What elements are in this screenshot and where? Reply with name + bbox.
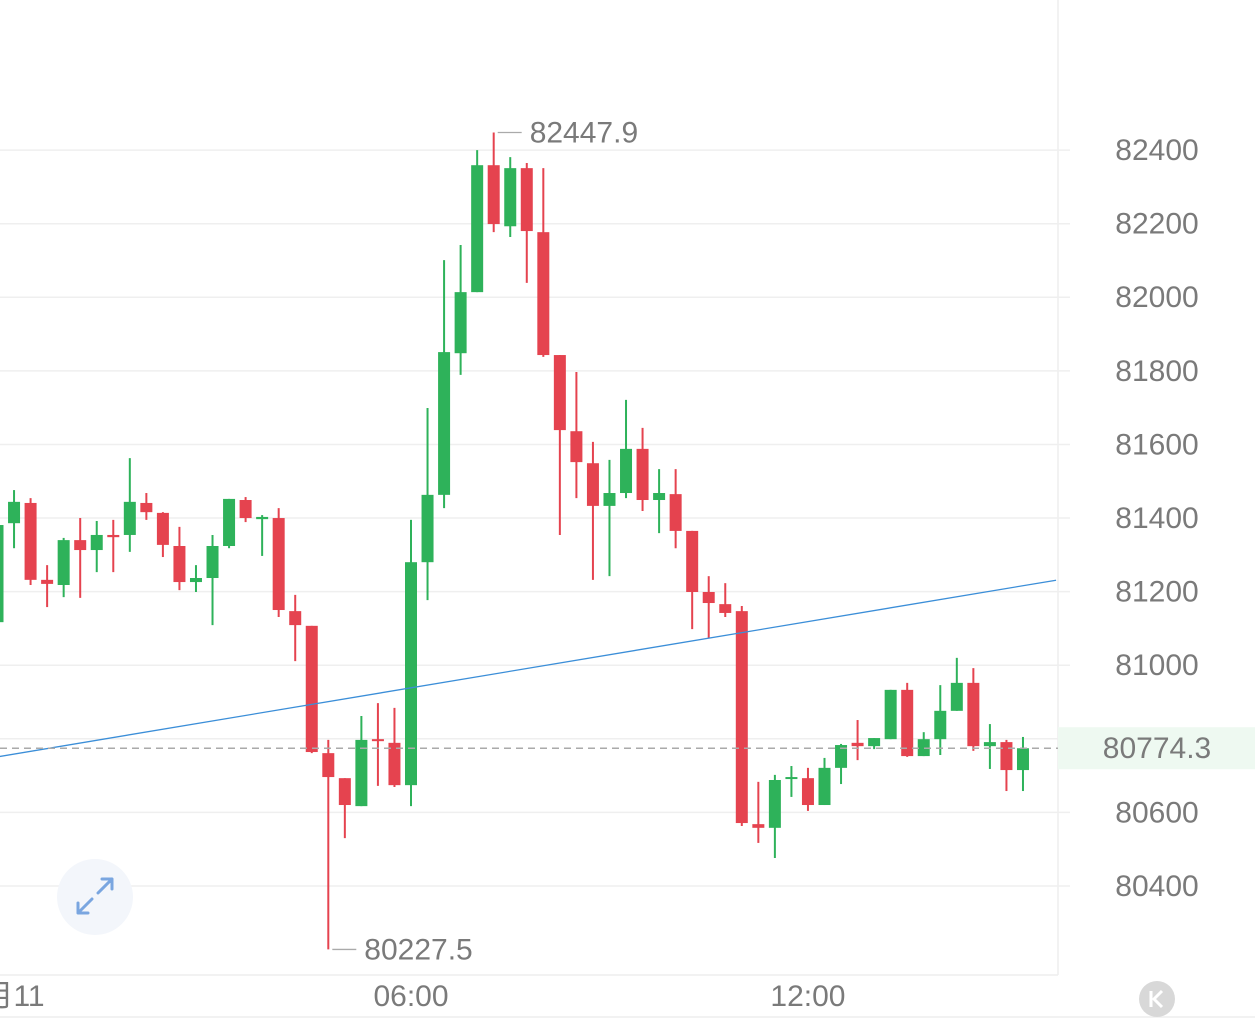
y-tick-label: 81200 [1115, 576, 1198, 609]
candle-body [835, 745, 848, 768]
y-tick-label: 82000 [1115, 281, 1198, 314]
last-price-tag [1058, 727, 1255, 770]
candle-body [719, 604, 732, 613]
x-tick-label: 月11 [0, 980, 45, 1013]
candle-body [24, 502, 37, 580]
candle-body [669, 494, 682, 531]
candle-body [487, 165, 500, 225]
candle-body [90, 534, 103, 551]
x-tick-label: 06:00 [373, 980, 448, 1013]
candle-body [983, 742, 996, 747]
candle-body [173, 546, 186, 583]
candle-body [454, 292, 467, 354]
candle-body [868, 738, 881, 747]
y-tick-label: 81800 [1115, 355, 1198, 388]
candle-body [520, 168, 533, 232]
candle-body [586, 463, 599, 506]
candle-body [388, 742, 401, 786]
candle-body [156, 512, 169, 545]
candle-body [768, 780, 781, 828]
candle-body [620, 448, 633, 494]
expand-button-bg[interactable] [57, 859, 133, 935]
candle-body [421, 494, 434, 563]
candle-body [901, 689, 914, 757]
candle-body [686, 530, 699, 592]
candle-body [272, 518, 285, 611]
candle-body [338, 778, 351, 806]
candle-body [553, 355, 566, 431]
last-price-label: 80774.3 [1103, 732, 1211, 765]
candle-body [785, 777, 798, 780]
scroll-latest-bg[interactable] [1139, 981, 1175, 1017]
y-tick-label: 80400 [1115, 870, 1198, 903]
candle-body [123, 501, 136, 535]
candle-body [884, 689, 897, 740]
expand-button[interactable] [57, 859, 133, 935]
y-tick-label: 82400 [1115, 134, 1198, 167]
candle-body [752, 824, 765, 828]
candle-body [735, 611, 748, 824]
candle-body [41, 579, 54, 584]
candle-body [570, 431, 583, 463]
y-tick-label: 81400 [1115, 502, 1198, 535]
candle-body [239, 500, 252, 519]
trend-line [0, 579, 1057, 758]
candle-body [322, 753, 335, 778]
y-tick-label: 81600 [1115, 428, 1198, 461]
candle-body [851, 742, 864, 747]
candle-body [1000, 742, 1013, 771]
candle-body [289, 611, 302, 626]
candle-body [107, 534, 120, 538]
candle-body [405, 562, 417, 786]
candle-body [256, 516, 269, 520]
candle-body [603, 493, 616, 506]
candle-body [189, 578, 202, 583]
candle-body [537, 232, 550, 356]
candle-body [140, 502, 153, 513]
candle-body [950, 682, 963, 711]
candle-body [1016, 748, 1029, 771]
y-tick-label: 81000 [1115, 649, 1198, 682]
candle-body [438, 352, 451, 495]
candle-body [653, 493, 666, 501]
overlay: 82447.9 80227.5 80774.3 [0, 116, 1255, 966]
scroll-latest-button[interactable] [1139, 981, 1175, 1017]
candle-body [967, 682, 980, 747]
candle-body [305, 625, 318, 753]
candle-body [504, 168, 517, 227]
candle-body [355, 739, 368, 807]
candle-body [371, 739, 384, 742]
candle-body [223, 498, 236, 546]
candle-body [206, 546, 219, 579]
candle-body [702, 591, 715, 604]
candle-body [917, 739, 930, 757]
candle-body [818, 767, 831, 806]
low-label: 80227.5 [364, 933, 472, 966]
candle-body [636, 448, 649, 501]
high-label: 82447.9 [530, 116, 638, 149]
candle-body [57, 540, 70, 585]
y-tick-label: 80600 [1115, 796, 1198, 829]
candle-body [471, 165, 484, 293]
candle-body [8, 501, 21, 524]
y-tick-label: 82200 [1115, 208, 1198, 241]
scroll-latest-icon[interactable] [1149, 989, 1164, 1009]
candle-body [74, 540, 87, 551]
candle-body [0, 525, 4, 623]
candle-body [934, 710, 947, 740]
marks [0, 132, 1029, 950]
expand-icon[interactable] [76, 877, 114, 915]
candle-body [801, 778, 814, 806]
x-tick-label: 12:00 [770, 980, 845, 1013]
